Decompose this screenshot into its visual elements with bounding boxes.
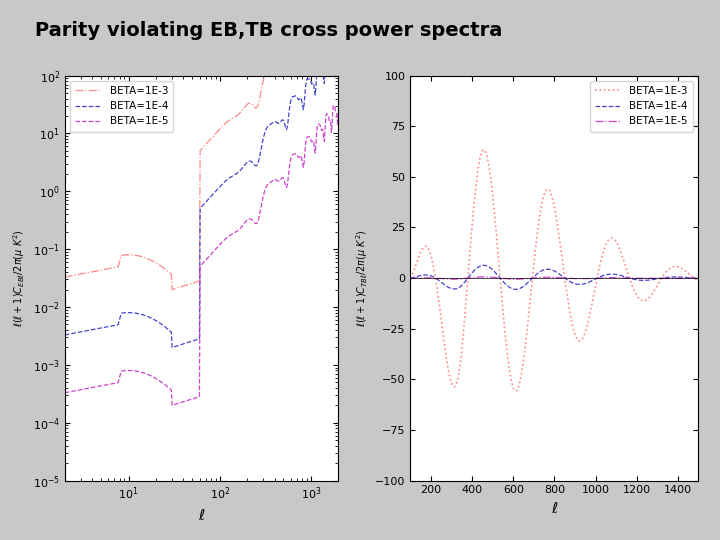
- BETA=1E-3: [143, 255, 151, 261]
- BETA=1E-3: [420, 243, 429, 249]
- Y-axis label: $\ell(\ell+1)C_{TB\ell}/2\pi(\mu\ K^2)$: $\ell(\ell+1)C_{TB\ell}/2\pi(\mu\ K^2)$: [354, 230, 369, 327]
- BETA=1E-5: [633, 275, 642, 281]
- BETA=1E-5: [329, 102, 338, 109]
- BETA=1E-3: [539, 195, 547, 201]
- BETA=1E-3: [271, 61, 280, 68]
- BETA=1E-5: [168, 402, 176, 409]
- BETA=1E-3: [633, 293, 642, 300]
- Line: BETA=1E-5: BETA=1E-5: [65, 105, 338, 406]
- BETA=1E-4: [686, 274, 695, 281]
- BETA=1E-4: [269, 119, 277, 126]
- BETA=1E-4: [307, 81, 316, 87]
- BETA=1E-4: [420, 272, 429, 278]
- BETA=1E-5: [271, 177, 280, 183]
- BETA=1E-5: [269, 177, 277, 184]
- BETA=1E-4: [633, 276, 642, 283]
- BETA=1E-5: [406, 275, 415, 281]
- Text: Parity violating EB,TB cross power spectra: Parity violating EB,TB cross power spect…: [35, 21, 503, 40]
- BETA=1E-4: [539, 267, 547, 273]
- BETA=1E-4: [511, 286, 520, 293]
- BETA=1E-4: [168, 344, 176, 350]
- BETA=1E-5: [420, 274, 429, 281]
- BETA=1E-3: [546, 190, 555, 196]
- BETA=1E-5: [307, 139, 316, 145]
- BETA=1E-3: [686, 272, 695, 278]
- BETA=1E-3: [307, 23, 316, 30]
- Legend: BETA=1E-3, BETA=1E-4, BETA=1E-5: BETA=1E-3, BETA=1E-4, BETA=1E-5: [590, 81, 693, 132]
- BETA=1E-5: [686, 275, 695, 281]
- BETA=1E-3: [686, 272, 695, 278]
- Line: BETA=1E-4: BETA=1E-4: [65, 48, 338, 347]
- BETA=1E-5: [294, 154, 303, 161]
- BETA=1E-3: [406, 275, 415, 281]
- BETA=1E-4: [60, 332, 69, 338]
- BETA=1E-5: [480, 274, 488, 280]
- BETA=1E-4: [406, 275, 415, 281]
- BETA=1E-4: [480, 262, 488, 268]
- Line: BETA=1E-3: BETA=1E-3: [65, 0, 338, 289]
- BETA=1E-3: [269, 62, 277, 68]
- BETA=1E-4: [294, 96, 303, 103]
- BETA=1E-5: [539, 274, 547, 281]
- BETA=1E-4: [686, 274, 695, 281]
- BETA=1E-5: [227, 232, 235, 238]
- Legend: BETA=1E-3, BETA=1E-4, BETA=1E-5: BETA=1E-3, BETA=1E-4, BETA=1E-5: [70, 81, 174, 132]
- BETA=1E-5: [143, 371, 151, 377]
- Y-axis label: $\ell(\ell+1)C_{EB\ell}/2\pi(\mu\ K^2)$: $\ell(\ell+1)C_{EB\ell}/2\pi(\mu\ K^2)$: [12, 229, 27, 327]
- BETA=1E-3: [480, 146, 488, 153]
- BETA=1E-3: [294, 38, 303, 45]
- X-axis label: $\ell$: $\ell$: [198, 508, 205, 523]
- Line: BETA=1E-5: BETA=1E-5: [410, 277, 698, 279]
- Line: BETA=1E-4: BETA=1E-4: [410, 265, 698, 289]
- BETA=1E-4: [329, 44, 338, 51]
- BETA=1E-5: [60, 389, 69, 396]
- BETA=1E-3: [227, 116, 235, 122]
- BETA=1E-5: [686, 275, 695, 281]
- BETA=1E-4: [546, 266, 555, 273]
- Line: BETA=1E-3: BETA=1E-3: [410, 150, 698, 391]
- BETA=1E-3: [511, 388, 520, 394]
- BETA=1E-4: [227, 174, 235, 180]
- X-axis label: $\ell$: $\ell$: [551, 501, 558, 516]
- BETA=1E-5: [334, 109, 343, 116]
- BETA=1E-4: [271, 119, 280, 125]
- BETA=1E-5: [694, 275, 703, 281]
- BETA=1E-3: [694, 278, 703, 284]
- BETA=1E-3: [168, 286, 176, 293]
- BETA=1E-3: [60, 274, 69, 280]
- BETA=1E-5: [511, 276, 520, 282]
- BETA=1E-5: [546, 274, 555, 280]
- BETA=1E-4: [334, 51, 343, 58]
- BETA=1E-4: [143, 313, 151, 320]
- BETA=1E-4: [694, 275, 703, 282]
